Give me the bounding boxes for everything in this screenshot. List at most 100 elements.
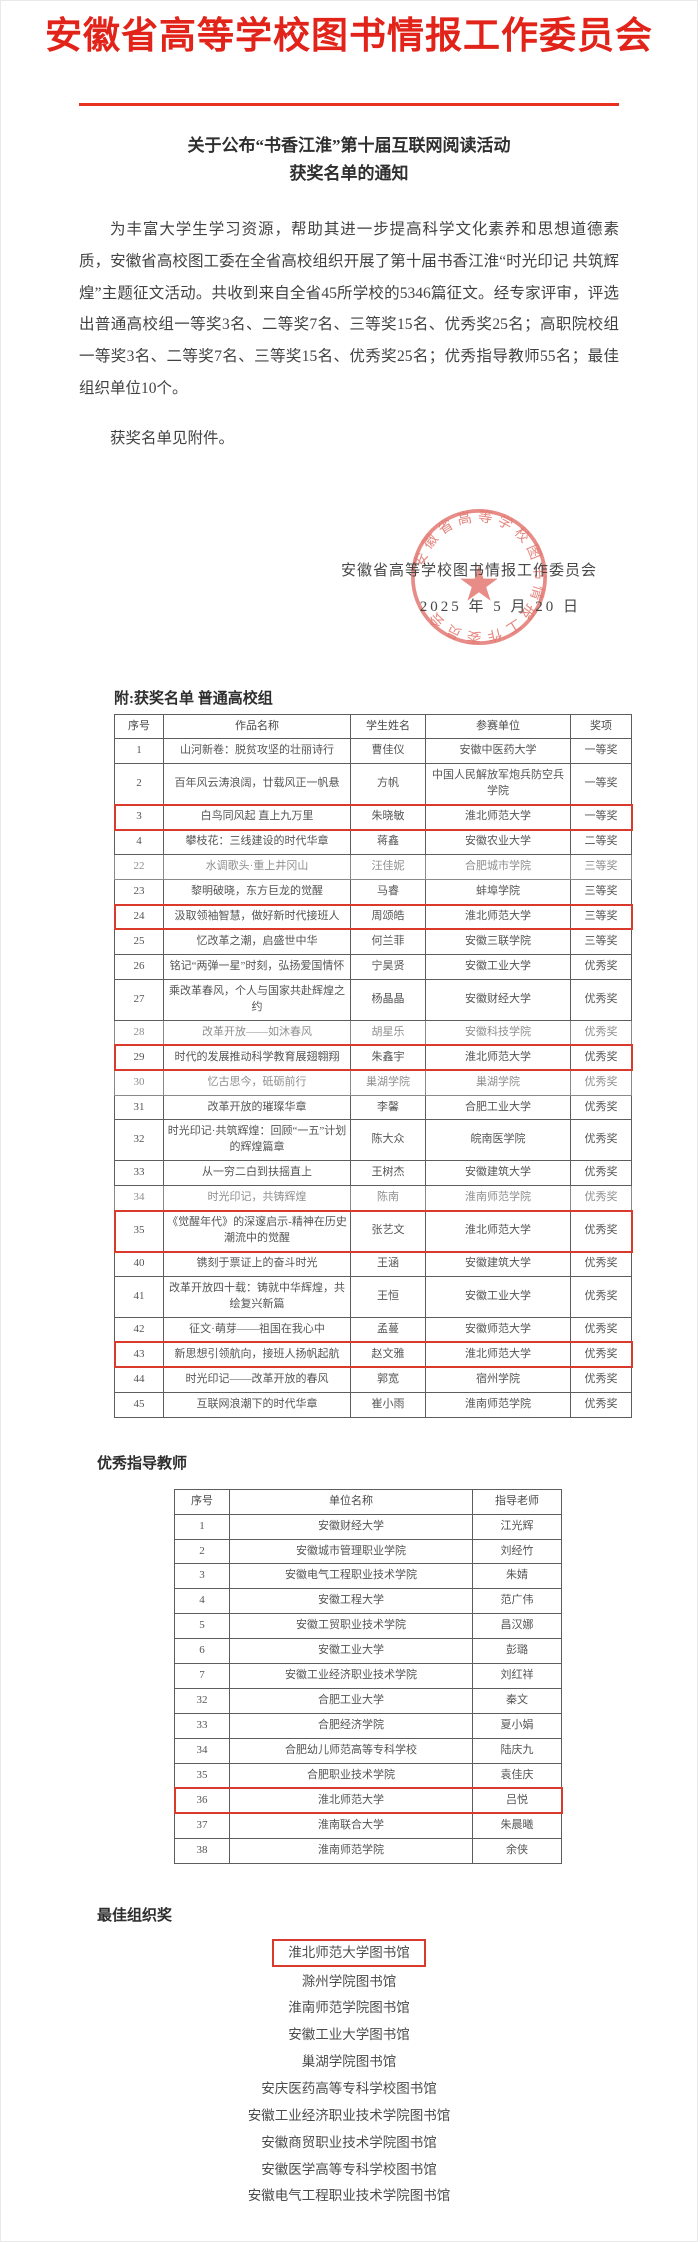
teacher-section-title: 优秀指导教师 xyxy=(97,1455,188,1472)
award-row-no: 40 xyxy=(114,1251,164,1278)
award-row-no: 41 xyxy=(114,1276,164,1318)
award-row-award: 优秀奖 xyxy=(570,1366,632,1393)
award-row-unit: 安徽科技学院 xyxy=(425,1019,571,1046)
teacher-row-no: 1 xyxy=(174,1513,230,1540)
award-row-student: 方帆 xyxy=(350,763,426,806)
teacher-row-unit: 安徽工业经济职业技术学院 xyxy=(229,1663,473,1690)
award-row-work: 白鸟同风起 直上九万里 xyxy=(163,804,351,831)
award-row-student: 胡星乐 xyxy=(350,1019,426,1046)
org-award-item: 安徽工业大学图书馆 xyxy=(1,2023,697,2047)
award-row-student: 巢湖学院 xyxy=(350,1069,426,1096)
award-row-no: 1 xyxy=(114,738,164,765)
attachment-note: 获奖名单见附件。 xyxy=(110,429,235,447)
teacher-row-unit: 安徽工程大学 xyxy=(229,1588,473,1615)
award-row-award: 优秀奖 xyxy=(570,1276,632,1318)
award-row-award: 优秀奖 xyxy=(570,1160,632,1187)
award-row-award: 优秀奖 xyxy=(570,1044,632,1071)
org-award-item: 滁州学院图书馆 xyxy=(1,1970,697,1994)
award-row-award: 优秀奖 xyxy=(570,1019,632,1046)
teacher-row-teacher: 范广伟 xyxy=(472,1588,562,1615)
award-table-row: 43 新思想引领航向，接班人扬帆起航 赵文雅 淮北师范大学 优秀奖 xyxy=(113,1341,633,1369)
award-col-award: 奖项 xyxy=(570,713,632,740)
award-row-unit: 淮北师范大学 xyxy=(425,904,571,930)
org-award-item: 安徽商贸职业技术学院图书馆 xyxy=(1,2131,697,2155)
award-row-work: 从一穷二白到扶摇直上 xyxy=(163,1160,351,1187)
award-table-row: 35 《觉醒年代》的深邃启示-精神在历史潮流中的觉醒 张艺文 淮北师范大学 优秀… xyxy=(113,1209,633,1253)
award-row-award: 优秀奖 xyxy=(570,953,632,980)
teacher-table: 序号 单位名称 指导老师 1 安徽财经大学 江光辉 2 安徽城市管理职业学院 刘… xyxy=(173,1488,563,1864)
award-row-no: 28 xyxy=(114,1019,164,1046)
teacher-row-no: 32 xyxy=(174,1688,230,1715)
signature-date: 2025 年 5 月 20 日 xyxy=(419,598,581,615)
teacher-row-no: 34 xyxy=(174,1738,230,1764)
teacher-row-teacher: 吕悦 xyxy=(472,1787,562,1814)
award-row-unit: 合肥城市学院 xyxy=(425,854,571,881)
teacher-row-unit: 安徽城市管理职业学院 xyxy=(229,1538,473,1565)
award-row-no: 42 xyxy=(114,1316,164,1343)
org-award-item: 安徽电气工程职业技术学院图书馆 xyxy=(1,2184,697,2208)
award-row-unit: 蚌埠学院 xyxy=(425,879,571,906)
body-paragraph: 为丰富大学生学习资源，帮助其进一步提高科学文化素养和思想道德素质，安徽省高校图工… xyxy=(79,221,619,398)
award-row-student: 王树杰 xyxy=(350,1160,426,1187)
award-row-award: 二等奖 xyxy=(570,829,632,856)
teacher-row-unit: 淮北师范大学 xyxy=(229,1787,473,1814)
award-table-row: 41 改革开放四十载：铸就中华辉煌，共绘复兴新篇 王恒 安徽工业大学 优秀奖 xyxy=(114,1276,632,1318)
org-award-list: 淮北师范大学图书馆 滁州学院图书馆 淮南师范学院图书馆 安徽工业大学图书馆 巢湖… xyxy=(1,1938,697,2209)
signature-org: 安徽省高等学校图书情报工作委员会 xyxy=(340,562,597,579)
award-table-row: 34 时光印记，共铸辉煌 陈南 淮南师范学院 优秀奖 xyxy=(114,1185,632,1212)
award-row-award: 一等奖 xyxy=(570,738,632,765)
award-row-work: 改革开放四十载：铸就中华辉煌，共绘复兴新篇 xyxy=(163,1276,351,1318)
award-row-unit: 巢湖学院 xyxy=(425,1069,571,1096)
org-award-section-title: 最佳组织奖 xyxy=(97,1907,173,1924)
award-row-award: 一等奖 xyxy=(570,763,632,806)
award-row-unit: 淮北师范大学 xyxy=(425,804,571,831)
award-row-award: 优秀奖 xyxy=(570,1210,632,1253)
teacher-table-row: 33 合肥经济学院 夏小娟 xyxy=(174,1713,562,1740)
award-row-student: 王涵 xyxy=(350,1251,426,1278)
award-table-row: 45 互联网浪潮下的时代华章 崔小雨 淮南师范学院 优秀奖 xyxy=(114,1391,632,1418)
award-row-award: 三等奖 xyxy=(570,879,632,906)
teacher-table-row: 1 安徽财经大学 江光辉 xyxy=(174,1513,562,1540)
teacher-row-teacher: 夏小娟 xyxy=(472,1713,562,1740)
award-row-work: 镌刻于票证上的奋斗时光 xyxy=(163,1251,351,1278)
teacher-row-unit: 淮南师范学院 xyxy=(229,1837,473,1864)
teacher-table-row: 34 合肥幼儿师范高等专科学校 陆庆九 xyxy=(174,1738,562,1764)
award-row-unit: 淮南师范学院 xyxy=(425,1185,571,1212)
award-row-award: 优秀奖 xyxy=(570,1341,632,1368)
teacher-row-no: 36 xyxy=(174,1787,230,1814)
award-row-student: 曹佳仪 xyxy=(350,738,426,765)
org-award-item: 安徽工业经济职业技术学院图书馆 xyxy=(1,2104,697,2128)
teacher-table-row: 35 合肥职业技术学院 袁佳庆 xyxy=(174,1762,562,1789)
teacher-table-row: 2 安徽城市管理职业学院 刘经竹 xyxy=(174,1538,562,1565)
award-row-student: 孟蔓 xyxy=(350,1316,426,1343)
org-award-item-label: 淮北师范大学图书馆 xyxy=(272,1938,426,1967)
teacher-col-unit: 单位名称 xyxy=(229,1488,473,1515)
award-row-work: 铭记“两弹一星”时刻，弘扬爱国情怀 xyxy=(163,953,351,980)
award-row-work: 征文·萌芽——祖国在我心中 xyxy=(163,1316,351,1343)
award-row-student: 杨晶晶 xyxy=(350,978,426,1021)
award-row-no: 24 xyxy=(114,904,164,930)
award-row-unit: 淮南师范学院 xyxy=(425,1391,571,1418)
award-row-award: 三等奖 xyxy=(570,904,632,930)
award-row-award: 三等奖 xyxy=(570,928,632,955)
org-award-item: 淮南师范学院图书馆 xyxy=(1,1996,697,2020)
letterhead-title: 安徽省高等学校图书情报工作委员会 xyxy=(45,16,653,57)
award-row-work: 《觉醒年代》的深邃启示-精神在历史潮流中的觉醒 xyxy=(163,1210,351,1253)
award-row-student: 马睿 xyxy=(350,879,426,906)
teacher-table-row: 38 淮南师范学院 余侠 xyxy=(174,1837,562,1864)
award-row-no: 22 xyxy=(114,854,164,881)
award-table-header-row: 序号 作品名称 学生姓名 参赛单位 奖项 xyxy=(114,713,632,740)
award-table-row: 30 忆古思今，砥砺前行 巢湖学院 巢湖学院 优秀奖 xyxy=(114,1069,632,1096)
teacher-row-no: 38 xyxy=(174,1837,230,1864)
award-table-row: 26 铭记“两弹一星”时刻，弘扬爱国情怀 宁昊贤 安徽工业大学 优秀奖 xyxy=(114,953,632,980)
award-table-row: 29 时代的发展推动科学教育展翅翱翔 朱鑫宇 淮北师范大学 优秀奖 xyxy=(113,1044,633,1072)
award-row-student: 张艺文 xyxy=(350,1210,426,1253)
award-col-work: 作品名称 xyxy=(163,713,351,740)
award-col-student: 学生姓名 xyxy=(350,713,426,740)
teacher-row-teacher: 朱婧 xyxy=(472,1563,562,1590)
award-row-award: 优秀奖 xyxy=(570,1316,632,1343)
award-row-work: 时光印记——改革开放的春风 xyxy=(163,1366,351,1393)
award-table-row: 1 山河新卷：脱贫攻坚的壮丽诗行 曹佳仪 安徽中医药大学 一等奖 xyxy=(114,738,632,765)
award-col-no: 序号 xyxy=(114,713,164,740)
